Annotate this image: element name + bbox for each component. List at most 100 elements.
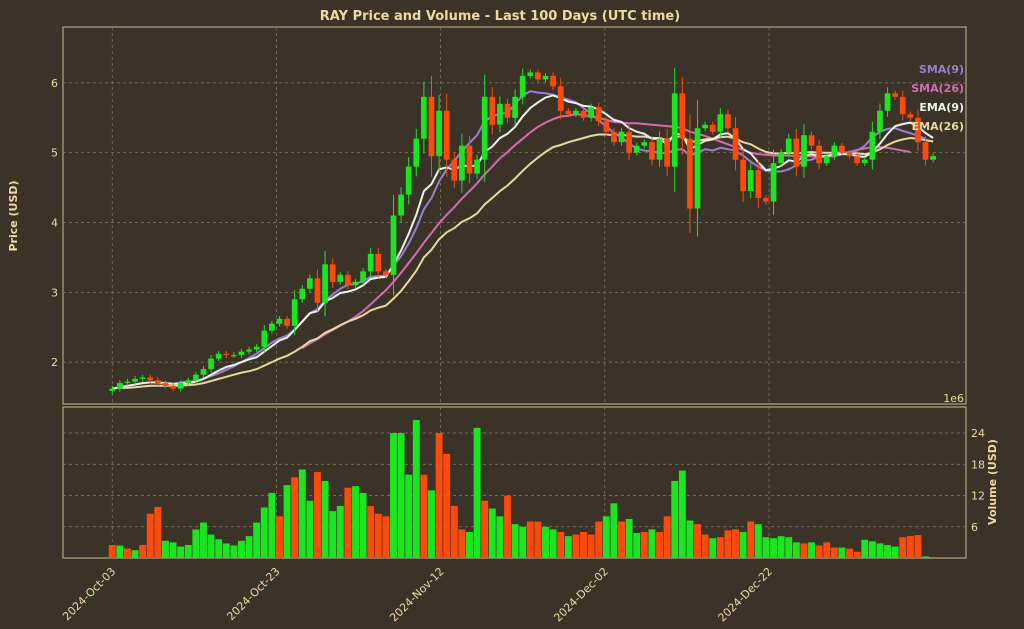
volume-bar xyxy=(131,550,139,558)
volume-bar xyxy=(116,545,124,558)
volume-bar xyxy=(207,534,215,558)
volume-bar xyxy=(656,531,663,558)
volume-bar xyxy=(473,427,481,558)
candle-body xyxy=(132,378,138,382)
candle-body xyxy=(307,278,313,289)
volume-bar xyxy=(580,531,587,558)
ema26-path xyxy=(112,133,934,390)
candle-body xyxy=(375,253,382,272)
volume-bar xyxy=(648,529,656,558)
volume-bar xyxy=(587,534,595,558)
volume-bar xyxy=(450,505,458,558)
legend: SMA(9) SMA(26) EMA(9) EMA(26) xyxy=(911,63,964,133)
candle-body xyxy=(345,274,351,286)
volume-bar xyxy=(914,535,922,558)
candle-body xyxy=(846,152,853,157)
candle-body xyxy=(922,142,929,160)
volume-bar xyxy=(458,529,466,558)
candle-body xyxy=(276,318,283,324)
candle-body xyxy=(573,110,579,115)
volume-bar xyxy=(496,516,504,558)
volume-bar xyxy=(276,516,283,558)
candle-body xyxy=(413,138,420,167)
candle-body xyxy=(633,145,640,153)
sma9-path xyxy=(172,90,926,385)
candle-body xyxy=(466,145,473,174)
volume-bar xyxy=(876,543,884,558)
candle-body xyxy=(405,166,412,195)
volume-bar xyxy=(519,526,527,558)
volume-bar xyxy=(321,480,329,558)
price-grid xyxy=(63,27,966,404)
x-tick-labels: 2024-Oct-03 2024-Oct-23 2024-Nov-12 2024-De… xyxy=(60,565,775,625)
candle-body xyxy=(185,380,192,384)
candle-body xyxy=(337,274,344,282)
candle-body xyxy=(519,75,526,97)
volume-bar xyxy=(792,542,800,558)
candle-body xyxy=(877,110,883,132)
volume-panel: 6 12 18 24 Volume (USD) xyxy=(62,406,999,559)
candle-body xyxy=(808,135,815,146)
legend-entry: SMA(26) xyxy=(911,82,964,95)
volume-bar xyxy=(610,503,618,558)
volume-y-tick-label: 6 xyxy=(971,521,978,534)
volume-bar xyxy=(815,545,823,558)
volume-bar xyxy=(291,477,299,558)
candle-body xyxy=(512,96,518,118)
candle-body xyxy=(747,170,754,192)
candle-body xyxy=(352,281,359,286)
candle-body xyxy=(459,145,465,181)
volume-bar xyxy=(701,534,709,558)
candle-body xyxy=(193,374,199,381)
candle-body xyxy=(162,383,169,386)
candle-body xyxy=(861,159,868,164)
price-y-tick-label: 6 xyxy=(51,77,58,90)
volume-y-tick-label: 18 xyxy=(971,458,985,471)
volume-bar xyxy=(412,420,420,558)
volume-bar xyxy=(200,522,207,558)
volume-bar xyxy=(762,537,770,558)
price-y-tick-label: 4 xyxy=(51,216,58,229)
candle-body xyxy=(671,93,678,167)
volume-y-tick-label: 12 xyxy=(971,490,985,503)
candle-body xyxy=(656,138,663,160)
candle-body xyxy=(177,383,184,389)
volume-bar xyxy=(678,470,686,558)
price-y-tick-labels: 2 3 4 5 6 xyxy=(51,77,58,369)
volume-bar xyxy=(564,536,572,558)
volume-bar xyxy=(488,508,496,558)
volume-bar xyxy=(853,551,861,558)
volume-bar xyxy=(215,539,223,558)
candle-body xyxy=(497,103,503,125)
legend-entry: SMA(9) xyxy=(919,63,964,76)
volume-bar xyxy=(359,492,367,558)
volume-bar xyxy=(329,511,337,558)
volume-bar xyxy=(557,531,565,558)
candle-body xyxy=(679,93,686,139)
volume-bar xyxy=(177,546,185,558)
candle-body xyxy=(915,117,921,143)
volume-bar xyxy=(336,505,344,558)
candle-body xyxy=(702,124,708,129)
price-panel: 2 3 4 5 6 Price (USD) SMA(9) SMA(26) EMA(9) EMA… xyxy=(7,26,967,405)
candle-body xyxy=(238,351,245,356)
candle-body xyxy=(785,138,792,153)
candle-body xyxy=(801,135,807,167)
candle-body xyxy=(253,346,260,350)
price-y-tick-label: 5 xyxy=(51,147,58,160)
volume-bar xyxy=(162,540,169,558)
candle-body xyxy=(421,96,427,139)
candle-body xyxy=(793,138,800,167)
candle-body xyxy=(147,377,154,381)
volume-bar xyxy=(367,505,375,558)
volume-bar xyxy=(830,547,838,558)
volume-bar xyxy=(747,521,755,558)
volume-bar xyxy=(192,529,200,558)
candle-body xyxy=(641,142,648,146)
candle-body xyxy=(383,271,389,275)
candle-body xyxy=(763,198,769,202)
volume-bar xyxy=(511,524,519,558)
candle-body xyxy=(778,152,784,164)
candle-body xyxy=(451,159,458,181)
